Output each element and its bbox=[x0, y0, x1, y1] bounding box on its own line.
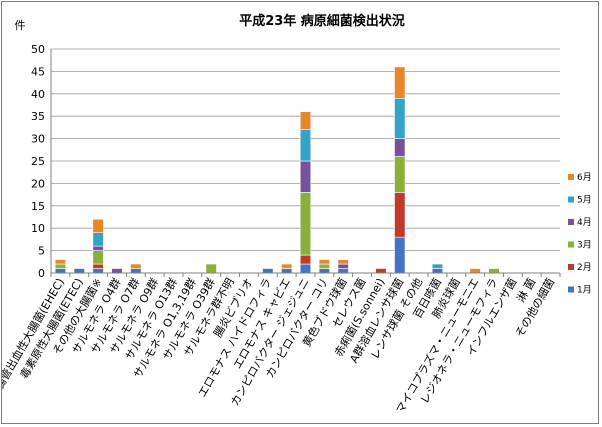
y-tick-label: 10 bbox=[31, 222, 45, 235]
y-axis-unit: 件 bbox=[15, 19, 26, 32]
bar-segment bbox=[337, 268, 349, 274]
bar-segment bbox=[375, 268, 387, 274]
y-tick-label: 0 bbox=[38, 267, 45, 280]
y-tick-label: 25 bbox=[31, 155, 45, 168]
bar-segment bbox=[92, 245, 104, 251]
bar-segment bbox=[318, 259, 330, 265]
y-tick-label: 15 bbox=[31, 200, 45, 213]
bar-segment bbox=[394, 97, 406, 139]
bar-segment bbox=[130, 263, 142, 269]
axes bbox=[50, 49, 561, 277]
y-tick-label: 30 bbox=[31, 133, 45, 146]
legend-swatch bbox=[568, 241, 574, 248]
bar-segment bbox=[394, 66, 406, 99]
bar-segment bbox=[205, 263, 217, 274]
bar-segment bbox=[281, 263, 293, 269]
bar-segment bbox=[431, 263, 444, 269]
bar-segment bbox=[130, 268, 142, 274]
bar-segment bbox=[488, 268, 500, 274]
bar-segment bbox=[299, 111, 312, 130]
bar-segment bbox=[394, 236, 406, 274]
legend-swatch bbox=[568, 286, 574, 293]
bar-segment bbox=[299, 263, 312, 274]
legend-label: 1月 bbox=[577, 285, 592, 296]
bar-segment bbox=[111, 268, 123, 274]
bar-segment bbox=[92, 263, 104, 269]
legend-swatch bbox=[568, 219, 574, 225]
y-tick-label: 35 bbox=[31, 110, 45, 123]
bar-segment bbox=[318, 268, 330, 274]
bar-segment bbox=[299, 160, 312, 193]
x-tick-label: 腸管出血性大腸菌(EHEC) bbox=[2, 276, 67, 392]
bar-segment bbox=[469, 268, 481, 274]
bar-segment bbox=[92, 232, 104, 247]
x-axis-labels: 腸管出血性大腸菌(EHEC)毒素原性大腸菌(ETEC)その他の大腸菌※サルモネラ… bbox=[2, 275, 557, 415]
bar-segment bbox=[54, 268, 67, 274]
y-tick-label: 40 bbox=[31, 88, 45, 101]
bars bbox=[54, 66, 500, 274]
legend-swatch bbox=[568, 264, 574, 270]
bar-segment bbox=[92, 218, 104, 233]
legend-label: 2月 bbox=[577, 262, 592, 273]
legend-label: 4月 bbox=[577, 217, 592, 228]
bar-segment bbox=[318, 263, 330, 269]
bar-segment bbox=[431, 268, 444, 274]
y-tick-label: 5 bbox=[38, 245, 45, 258]
bar-segment bbox=[54, 263, 67, 269]
y-tick-label: 20 bbox=[31, 177, 45, 190]
bar-segment bbox=[281, 268, 293, 274]
legend-label: 3月 bbox=[577, 240, 592, 251]
bar-segment bbox=[337, 263, 349, 269]
y-axis-ticks: 0 5 10 15 20 25 30 35 40 45 50 bbox=[31, 43, 45, 280]
bar-segment bbox=[394, 138, 406, 157]
legend: 6月 5月 4月 3月 2月 1月 bbox=[568, 172, 592, 296]
bar-segment bbox=[54, 259, 67, 265]
bar-segment bbox=[394, 156, 406, 193]
bar-segment bbox=[394, 192, 406, 238]
bar-segment bbox=[299, 254, 312, 265]
chart-title: 平成23年 病原細菌検出状況 bbox=[239, 13, 405, 29]
y-tick-label: 45 bbox=[31, 65, 45, 78]
legend-swatch bbox=[568, 196, 574, 203]
y-tick-label: 50 bbox=[31, 43, 45, 56]
bar-segment bbox=[337, 259, 349, 265]
bar-segment bbox=[92, 268, 104, 274]
legend-label: 6月 bbox=[577, 172, 592, 183]
bar-segment bbox=[73, 268, 85, 274]
legend-swatch bbox=[568, 174, 574, 180]
bar-segment bbox=[299, 192, 312, 256]
bar-segment bbox=[299, 129, 312, 162]
bar-segment bbox=[92, 250, 104, 265]
legend-label: 5月 bbox=[577, 195, 592, 206]
bar-segment bbox=[262, 268, 274, 274]
